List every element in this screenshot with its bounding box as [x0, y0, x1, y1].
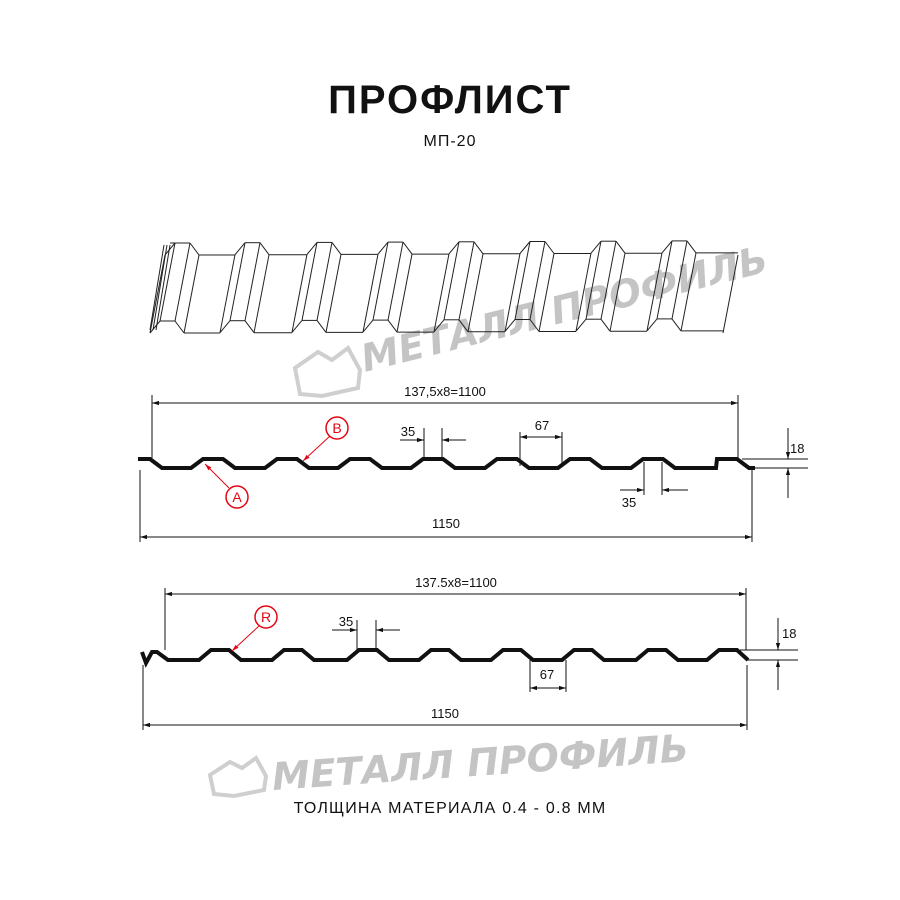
sheet-edge: [306, 242, 318, 255]
sheet-edge: [229, 242, 246, 321]
svg-text:A: A: [232, 489, 242, 505]
bottom-width-label: 35: [622, 495, 636, 510]
logo-house-icon: [207, 755, 269, 799]
sheet-edge: [615, 240, 626, 254]
watermark-text: МЕТАЛЛ ПРОФИЛЬ: [271, 726, 690, 799]
sheet-edge: [244, 242, 261, 321]
sheet-edge: [467, 253, 484, 332]
span-label: 137.5x8=1100: [415, 575, 497, 590]
sheet-edge: [316, 320, 327, 333]
sheet-edge: [529, 319, 540, 332]
svg-text:B: B: [332, 420, 341, 436]
sheet-edge: [519, 241, 531, 254]
height-label: 18: [790, 441, 804, 456]
sheet-edge: [253, 254, 270, 333]
marker-r: R: [231, 605, 278, 652]
sheet-edge: [189, 242, 200, 256]
watermark-2: МЕТАЛЛ ПРОФИЛЬ: [207, 726, 690, 799]
sheet-edge: [661, 240, 673, 254]
sheet-edge: [362, 319, 374, 333]
sheet-edge: [291, 254, 308, 333]
sheet-edge: [244, 320, 255, 334]
sheet-edge: [316, 242, 333, 321]
sheet-edge: [585, 241, 602, 320]
profile-b: 137.5x8=1100 1150 35 67 18 R: [140, 575, 798, 730]
sheet-edge: [504, 253, 521, 332]
sheet-edge: [473, 241, 484, 255]
marker-a: A: [204, 463, 249, 509]
sheet-edge: [646, 252, 663, 331]
sheet-edge: [149, 254, 166, 334]
valley-width-label: 67: [535, 418, 549, 433]
sheet-edge: [234, 242, 246, 256]
sheet-edge: [448, 241, 460, 255]
sheet-edge: [671, 240, 688, 319]
sheet-3d-view: [149, 240, 739, 334]
top-width-label: 35: [339, 614, 353, 629]
sheet-edge: [396, 254, 413, 333]
sheet-edge: [514, 241, 531, 320]
sheet-edge: [590, 240, 602, 254]
sheet-edge: [443, 241, 460, 320]
sheet-edge: [164, 242, 176, 256]
span-label: 137,5x8=1100: [404, 384, 486, 399]
sheet-edge: [600, 318, 611, 332]
sheet-edge: [325, 254, 342, 333]
profile-a-shape: [138, 457, 755, 470]
total-width-label: 1150: [432, 516, 460, 531]
sheet-edge: [259, 242, 270, 255]
sheet-edge: [183, 254, 200, 334]
sheet-edge: [458, 319, 469, 333]
sheet-edge: [686, 240, 697, 254]
sheet-edge: [538, 253, 555, 332]
sheet-edge: [149, 320, 161, 334]
total-width-label: 1150: [431, 706, 459, 721]
sheet-edge: [174, 320, 185, 334]
sheet-edge: [433, 319, 445, 333]
sheet-edge: [671, 318, 682, 332]
profile-a: 137,5x8=1100 1150 35 67 35 18 A B: [138, 384, 808, 542]
svg-text:R: R: [261, 609, 271, 625]
sheet-edge: [646, 318, 658, 332]
sheet-edge: [362, 254, 379, 333]
sheet-edge: [387, 319, 398, 333]
sheet-edge: [291, 320, 303, 333]
sheet-edge: [575, 253, 592, 332]
sheet-edge: [575, 318, 587, 332]
watermark-text: МЕТАЛЛ ПРОФИЛЬ: [357, 237, 773, 381]
sheet-edge: [159, 242, 176, 322]
sheet-edge: [219, 320, 231, 334]
height-label: 18: [782, 626, 796, 641]
material-thickness-note: ТОЛЩИНА МАТЕРИАЛА 0.4 - 0.8 ММ: [293, 800, 607, 817]
sheet-edge: [387, 242, 404, 321]
sheet-edge: [656, 240, 673, 319]
sheet-edge: [609, 253, 626, 332]
sheet-edge: [504, 319, 516, 332]
sheet-edge: [402, 241, 413, 255]
sheet-edge: [458, 241, 475, 320]
sheet-edge: [433, 253, 450, 332]
sheet-edge: [377, 241, 389, 255]
model-subtitle: МП-20: [423, 133, 477, 150]
profile-b-shape: [140, 648, 750, 668]
sheet-edge: [331, 242, 342, 255]
sheet-edge: [680, 252, 697, 331]
sheet-edge: [544, 241, 555, 254]
marker-b: B: [302, 416, 349, 462]
sheet-edge: [301, 242, 318, 321]
sheet-edge: [174, 242, 191, 322]
page-title: ПРОФЛИСТ: [328, 78, 572, 122]
sheet-edge: [529, 241, 546, 320]
sheet-edge: [722, 254, 739, 334]
sheet-edge: [372, 242, 389, 321]
top-width-label: 35: [401, 424, 415, 439]
valley-width-label: 67: [540, 667, 554, 682]
sheet-edge: [600, 241, 617, 320]
sheet-edge: [155, 244, 171, 331]
logo-house-icon: [292, 345, 363, 399]
sheet-edge: [219, 254, 236, 333]
sheet-edge: [149, 244, 165, 331]
watermark-1: МЕТАЛЛ ПРОФИЛЬ: [292, 237, 773, 399]
